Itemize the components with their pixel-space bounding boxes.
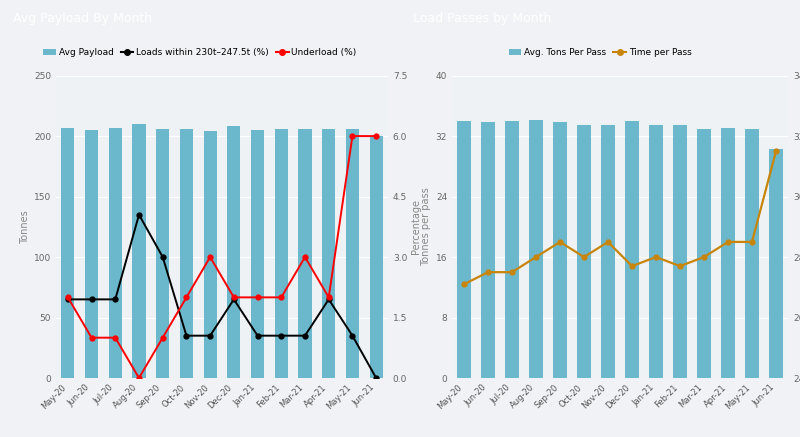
Legend: Avg. Tons Per Pass, Time per Pass: Avg. Tons Per Pass, Time per Pass (505, 45, 695, 61)
Bar (578, 125, 590, 378)
Bar (85, 130, 98, 378)
Bar (746, 128, 758, 378)
Bar (227, 126, 240, 378)
Bar (602, 125, 614, 378)
Bar (62, 128, 74, 378)
Bar (530, 120, 542, 378)
Text: Avg Payload By Month: Avg Payload By Month (13, 12, 152, 25)
Bar (204, 131, 217, 378)
Bar (674, 125, 686, 378)
Bar (458, 121, 470, 378)
Y-axis label: Tonnes: Tonnes (20, 210, 30, 244)
Bar (156, 129, 170, 378)
Bar (698, 129, 710, 378)
Bar (346, 129, 359, 378)
Bar (251, 130, 264, 378)
Bar (370, 136, 382, 378)
Legend: Avg Payload, Loads within 230t–247.5t (%), Underload (%): Avg Payload, Loads within 230t–247.5t (%… (40, 45, 360, 61)
Bar (554, 122, 566, 378)
Bar (650, 125, 662, 378)
Bar (722, 128, 734, 378)
Bar (298, 129, 311, 378)
Bar (180, 129, 193, 378)
Y-axis label: Tonnes per pass: Tonnes per pass (422, 187, 431, 266)
Bar (626, 121, 638, 378)
Bar (133, 124, 146, 378)
Bar (506, 121, 518, 378)
Bar (274, 129, 288, 378)
Text: Load Passes by Month: Load Passes by Month (413, 12, 551, 25)
Bar (109, 128, 122, 378)
Y-axis label: Percentage: Percentage (411, 199, 422, 254)
Bar (322, 129, 335, 378)
Bar (482, 122, 494, 378)
Bar (770, 149, 782, 378)
